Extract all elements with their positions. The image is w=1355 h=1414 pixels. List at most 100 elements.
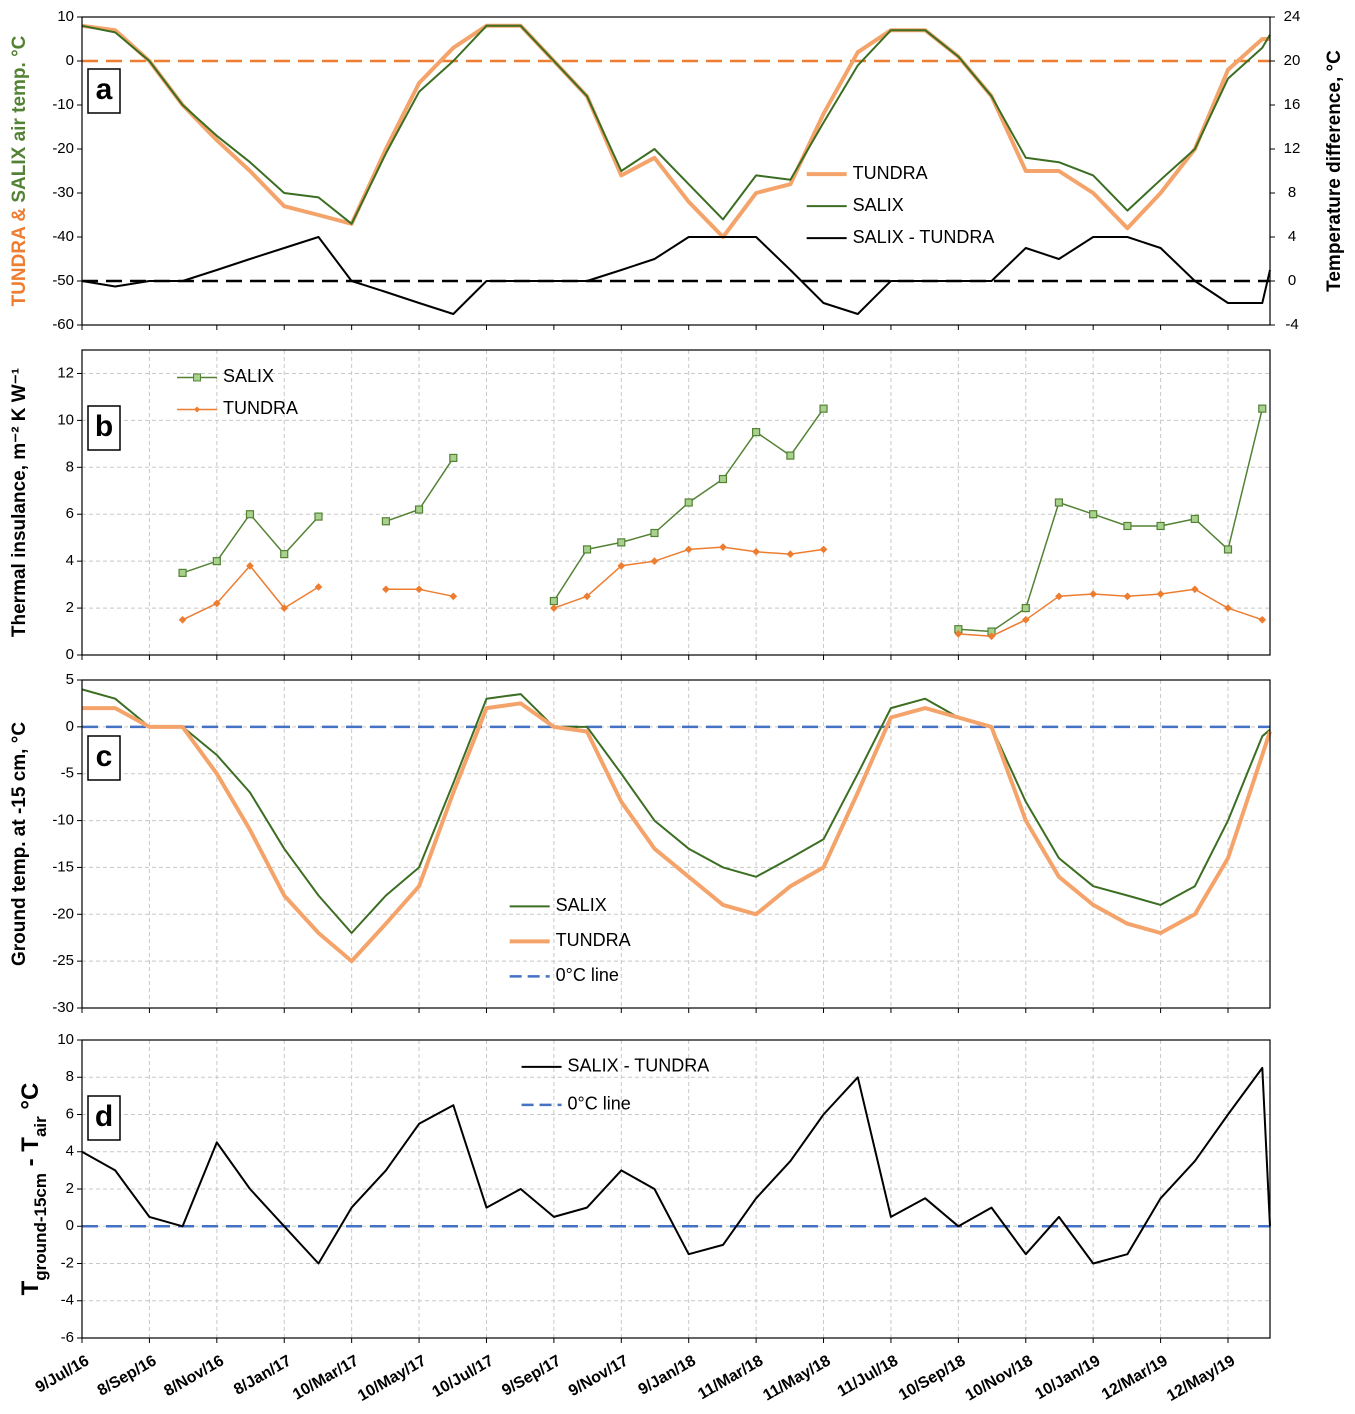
- marker: [314, 512, 323, 521]
- marker: [549, 596, 558, 606]
- legend-marker: [194, 406, 201, 413]
- y-tick-label: 8: [66, 1068, 74, 1085]
- x-tick-label: 9/Jan/18: [636, 1352, 699, 1398]
- marker: [1190, 514, 1199, 524]
- marker: [245, 510, 255, 519]
- marker: [212, 599, 221, 608]
- panel-label: b: [95, 410, 113, 443]
- y-axis-label-part: SALIX air temp. °C: [9, 35, 30, 208]
- plot-frame: [81, 16, 1271, 326]
- x-tick-label: 10/May/17: [355, 1352, 429, 1405]
- marker: [1224, 604, 1232, 612]
- marker: [1089, 590, 1098, 598]
- legend-label: 0°C line: [568, 1094, 631, 1114]
- y-tick-label: 4: [66, 552, 74, 569]
- y-axis-label-part: °C: [17, 1083, 44, 1117]
- marker: [650, 528, 659, 538]
- marker: [718, 474, 728, 484]
- series-line: [81, 688, 1271, 934]
- x-tick-label: 8/Jan/17: [231, 1352, 294, 1398]
- series-line: [81, 236, 1271, 315]
- y-tick-label: 2: [66, 1180, 74, 1197]
- y-tick-label: 0: [66, 646, 74, 663]
- y-tick-label: 2: [66, 599, 74, 616]
- x-tick-label: 10/Nov/18: [963, 1352, 1036, 1404]
- y-axis-label-part: T: [17, 1280, 44, 1295]
- series-line: [82, 701, 1272, 964]
- marker: [819, 404, 828, 413]
- y2-tick-label: 12: [1284, 140, 1301, 157]
- marker: [650, 557, 659, 566]
- marker: [1258, 615, 1267, 624]
- marker: [246, 561, 254, 570]
- marker: [1054, 498, 1064, 507]
- marker: [449, 453, 458, 463]
- marker: [1021, 603, 1030, 613]
- marker: [954, 630, 963, 638]
- marker: [1021, 615, 1030, 624]
- y-axis-label: Thermal insulance, m⁻² K W⁻¹: [9, 368, 30, 637]
- y-tick-label: -2: [61, 1254, 74, 1271]
- y2-tick-label: 24: [1284, 8, 1301, 25]
- y-tick-label: -25: [52, 952, 74, 969]
- marker: [1123, 521, 1132, 531]
- marker: [314, 583, 323, 591]
- marker: [178, 568, 187, 577]
- y2-tick-label: -4: [1285, 316, 1298, 333]
- y-tick-label: 10: [57, 1031, 74, 1048]
- marker: [987, 632, 996, 641]
- y-tick-label: 10: [57, 411, 74, 428]
- y-tick-label: 0: [66, 1217, 74, 1234]
- y-tick-label: -20: [52, 905, 74, 922]
- y-tick-label: 6: [66, 505, 74, 522]
- y-tick-label: -30: [52, 184, 74, 201]
- panel-label: c: [96, 740, 113, 773]
- y-tick-label: 10: [57, 8, 74, 25]
- x-tick-label: 10/Jul/17: [430, 1352, 497, 1401]
- marker: [550, 604, 558, 612]
- y2-tick-label: 16: [1284, 96, 1301, 113]
- panel-label: a: [96, 73, 113, 106]
- panel-label-box: [87, 405, 121, 451]
- y-tick-label: -50: [52, 272, 74, 289]
- y2-tick-label: 0: [1288, 272, 1296, 289]
- marker: [178, 615, 187, 624]
- marker: [415, 585, 423, 594]
- marker: [786, 451, 795, 460]
- y2-tick-label: 4: [1288, 228, 1296, 245]
- x-tick-label: 9/Nov/17: [566, 1352, 632, 1400]
- x-tick-label: 12/May/19: [1164, 1352, 1238, 1405]
- marker: [280, 550, 289, 559]
- y-tick-label: -30: [52, 999, 74, 1016]
- x-tick-label: 8/Sep/16: [95, 1352, 160, 1399]
- y-axis-label-part: TUNDRA &: [9, 208, 30, 307]
- legend-label: SALIX: [556, 895, 607, 915]
- marker: [1258, 404, 1267, 413]
- y-tick-label: -6: [61, 1329, 74, 1346]
- marker: [617, 538, 626, 547]
- legend-label: TUNDRA: [853, 163, 928, 183]
- panel-label-box: [87, 68, 121, 114]
- y-tick-label: -4: [61, 1292, 74, 1309]
- y2-tick-label: 20: [1284, 52, 1301, 69]
- legend-label: TUNDRA: [223, 398, 298, 418]
- panel-label-box: [87, 1095, 121, 1141]
- y-axis-label: Ground temp. at -15 cm, °C: [9, 722, 30, 966]
- y-tick-label: -5: [61, 765, 74, 782]
- y-tick-label: -10: [52, 812, 74, 829]
- plot-frame: [81, 349, 1271, 656]
- legend-label: TUNDRA: [556, 930, 631, 950]
- marker: [684, 498, 693, 507]
- marker: [819, 545, 828, 554]
- y-tick-label: 12: [57, 364, 74, 381]
- y2-tick-label: 8: [1288, 184, 1296, 201]
- marker: [1089, 510, 1098, 519]
- y-tick-label: 0: [66, 718, 74, 735]
- y-axis-label-part: air: [31, 1116, 50, 1137]
- x-tick-label: 10/Mar/17: [290, 1352, 362, 1403]
- y-axis-label-part: ground-15cm: [31, 1173, 50, 1281]
- marker: [1191, 585, 1199, 594]
- y-axis-label-part: - T: [17, 1137, 44, 1173]
- x-tick-label: 11/Mar/18: [695, 1352, 766, 1403]
